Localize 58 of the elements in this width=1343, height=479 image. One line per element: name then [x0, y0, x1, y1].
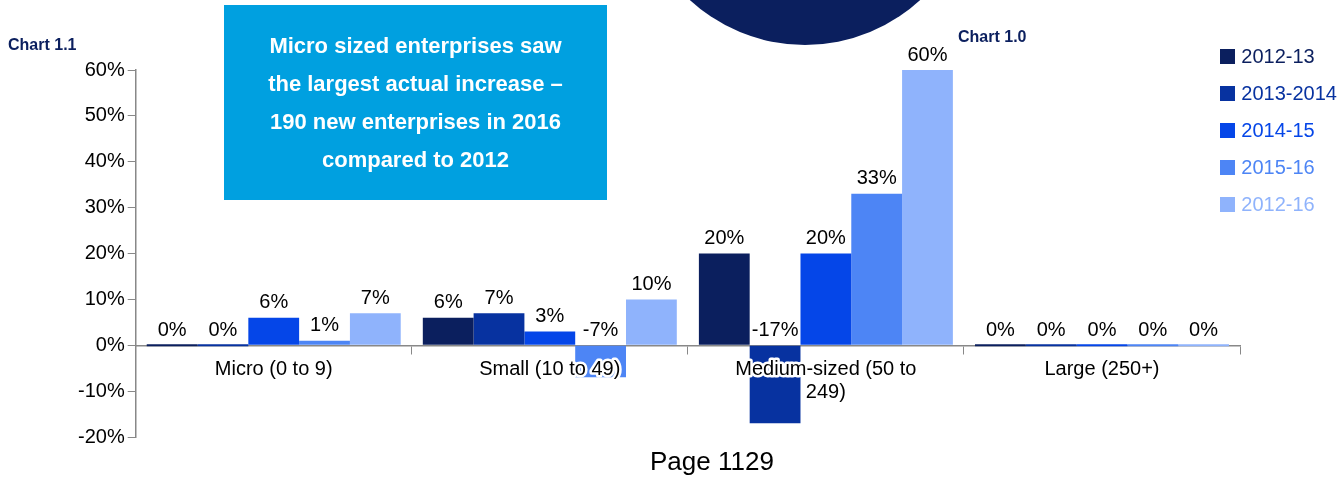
bar — [1178, 344, 1229, 347]
y-tick-label: 0% — [95, 332, 125, 355]
data-label: 0% — [1036, 317, 1066, 340]
data-label: 1% — [310, 313, 340, 336]
data-label: -17% — [751, 317, 799, 340]
data-label: 0% — [1087, 317, 1117, 340]
data-label: 20% — [805, 226, 847, 249]
y-tick-label: 30% — [84, 195, 125, 218]
legend-label: 2014-15 — [1241, 119, 1315, 142]
data-label: 3% — [535, 304, 565, 326]
x-tick-label: Large (250+) — [1044, 356, 1160, 379]
legend-label: 2013-2014 — [1241, 82, 1337, 105]
caption: Chart 1.1 — [8, 36, 77, 54]
legend-label: 2012-16 — [1241, 193, 1315, 216]
legend-label: 2012-13 — [1241, 45, 1315, 68]
x-tick-label: Micro (0 to 9) — [214, 356, 333, 379]
data-label: -7% — [582, 317, 619, 340]
data-label: 6% — [433, 290, 463, 313]
bar — [1127, 344, 1179, 347]
data-label: 20% — [704, 226, 745, 249]
bar — [698, 253, 750, 345]
bar — [626, 299, 677, 345]
legend-label: 2015-16 — [1241, 156, 1315, 179]
data-label: 0% — [208, 317, 238, 340]
bar — [197, 344, 249, 347]
bar — [1076, 344, 1128, 347]
y-tick-label: 10% — [84, 286, 125, 309]
callout-box: Micro sized enterprises saw the largest actual increase – 190 new enterprises in 2016 compared to 2012 — [224, 5, 607, 200]
data-label: 6% — [259, 290, 289, 313]
bar — [524, 331, 576, 345]
data-label: 7% — [360, 285, 390, 308]
data-label: 0% — [157, 317, 187, 340]
text: Page 1129 — [650, 446, 774, 476]
bar — [299, 340, 350, 345]
data-label: 0% — [1189, 317, 1219, 340]
caption: Chart 1.0 — [958, 28, 1027, 46]
bar — [902, 70, 953, 345]
data-label: 10% — [631, 271, 672, 294]
data-label: 7% — [484, 285, 514, 308]
bar — [146, 344, 198, 347]
bar — [851, 193, 903, 345]
data-label: 60% — [907, 42, 948, 65]
data-label: 0% — [1138, 317, 1168, 340]
bar — [800, 253, 852, 345]
data-label: 33% — [856, 166, 897, 189]
y-tick-label: -20% — [77, 424, 125, 447]
y-tick-label: -10% — [77, 378, 125, 401]
bar — [422, 317, 474, 345]
y-tick-label: 50% — [84, 103, 125, 126]
y-tick-label: 20% — [84, 241, 125, 264]
bar — [974, 344, 1026, 347]
y-tick-label: 40% — [84, 149, 125, 172]
y-tick-label: 60% — [84, 57, 125, 80]
data-label: 0% — [985, 317, 1016, 340]
bar — [1025, 344, 1077, 347]
bar — [248, 317, 300, 345]
bar — [349, 313, 401, 345]
bar — [473, 313, 525, 345]
